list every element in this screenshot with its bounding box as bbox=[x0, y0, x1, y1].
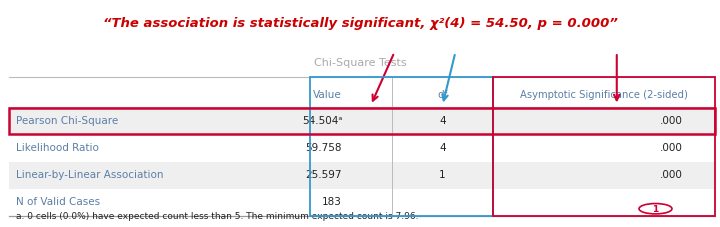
Text: 54.504ᵃ: 54.504ᵃ bbox=[302, 115, 342, 125]
Text: a. 0 cells (0.0%) have expected count less than 5. The minimum expected count is: a. 0 cells (0.0%) have expected count le… bbox=[16, 211, 418, 220]
Text: .000: .000 bbox=[660, 142, 683, 152]
Text: df: df bbox=[437, 89, 448, 99]
Text: Value: Value bbox=[313, 89, 342, 99]
Text: Pearson Chi-Square: Pearson Chi-Square bbox=[16, 115, 118, 125]
Bar bbox=[492, 78, 715, 216]
Bar bbox=[9, 108, 715, 135]
Text: 1: 1 bbox=[439, 170, 446, 180]
Text: 4: 4 bbox=[439, 115, 446, 125]
Text: 59.758: 59.758 bbox=[305, 142, 342, 152]
Bar bbox=[9, 162, 715, 189]
Bar bbox=[9, 108, 715, 135]
Text: “The association is statistically significant, χ²(4) = 54.50, p = 0.000”: “The association is statistically signif… bbox=[102, 17, 618, 30]
Bar bbox=[9, 135, 715, 161]
Bar bbox=[9, 189, 715, 216]
Text: .000: .000 bbox=[660, 115, 683, 125]
Text: .000: .000 bbox=[660, 170, 683, 180]
Text: N of Valid Cases: N of Valid Cases bbox=[16, 196, 100, 206]
Text: 1: 1 bbox=[652, 204, 659, 213]
Text: 4: 4 bbox=[439, 142, 446, 152]
Text: Likelihood Ratio: Likelihood Ratio bbox=[16, 142, 99, 152]
Text: 25.597: 25.597 bbox=[305, 170, 342, 180]
Text: Linear-by-Linear Association: Linear-by-Linear Association bbox=[16, 170, 163, 180]
Text: 183: 183 bbox=[322, 196, 342, 206]
Text: Chi-Square Tests: Chi-Square Tests bbox=[314, 58, 406, 68]
Text: Asymptotic Significance (2-sided): Asymptotic Significance (2-sided) bbox=[520, 89, 688, 99]
Bar bbox=[310, 78, 492, 216]
